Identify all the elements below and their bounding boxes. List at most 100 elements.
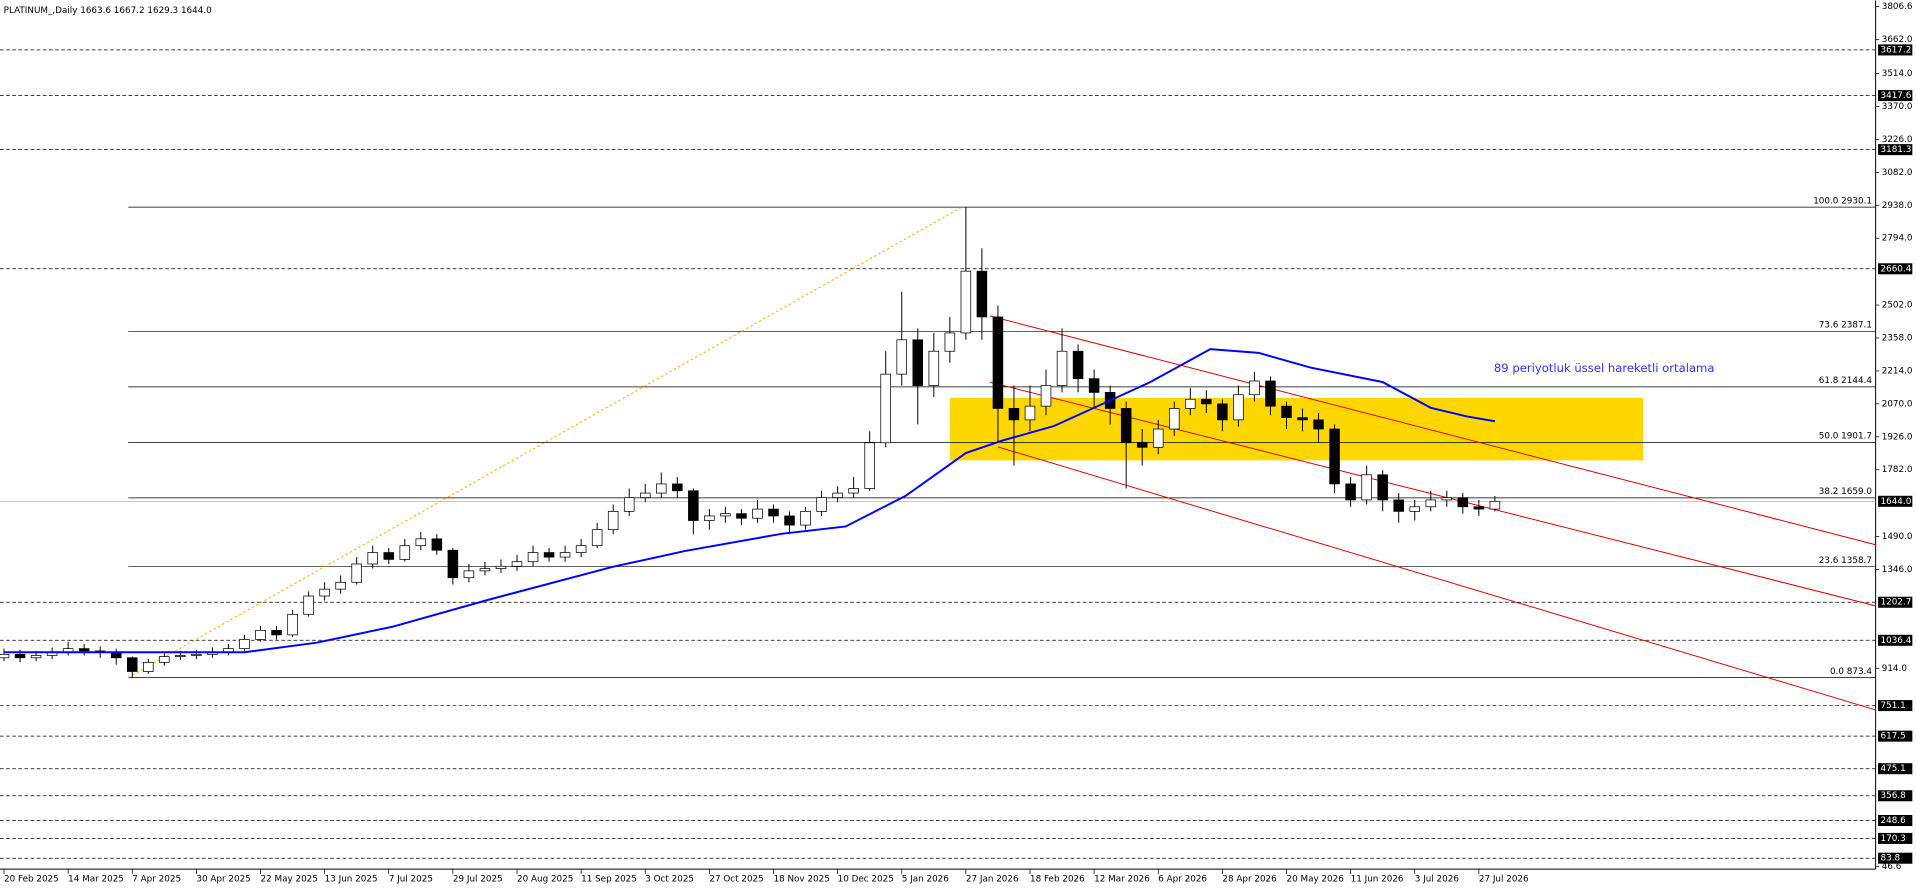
level-label: 2660.4 bbox=[1881, 264, 1912, 274]
level-label-box bbox=[1878, 832, 1913, 844]
candle-body bbox=[351, 563, 362, 583]
candle-body bbox=[511, 561, 523, 567]
candle-body bbox=[319, 588, 330, 597]
candle-body bbox=[335, 581, 346, 590]
level-label: 3181.3 bbox=[1881, 145, 1912, 155]
candle-body bbox=[463, 570, 475, 579]
level-label-box bbox=[1878, 596, 1913, 608]
fib-label: 38.2 1659.0 bbox=[1819, 487, 1873, 497]
y-tick-label: 2502.0 bbox=[1882, 301, 1913, 311]
candle-body bbox=[543, 552, 555, 558]
annotation: 89 periyotluk üssel hareketli ortalama bbox=[1494, 361, 1715, 375]
y-tick-label: 914.0 bbox=[1882, 664, 1908, 674]
candle-body bbox=[1249, 380, 1260, 396]
candle-body bbox=[928, 350, 940, 386]
candle-body bbox=[126, 657, 138, 672]
candle-body bbox=[191, 653, 202, 656]
candle-body bbox=[848, 488, 859, 494]
candle-body bbox=[1169, 408, 1180, 430]
candle-body bbox=[1361, 474, 1372, 501]
candle-body bbox=[399, 545, 411, 560]
y-tick-label: 2794.0 bbox=[1882, 234, 1913, 244]
candle-body bbox=[639, 492, 651, 499]
y-tick-label: 3806.6 bbox=[1882, 2, 1913, 12]
candle-body bbox=[944, 332, 956, 352]
level-label: 356.8 bbox=[1881, 791, 1906, 801]
candle-body bbox=[960, 270, 972, 334]
y-tick-label: 1926.0 bbox=[1882, 432, 1913, 442]
candle-body bbox=[704, 515, 715, 521]
x-tick-label: 20 Feb 2025 bbox=[4, 874, 59, 884]
x-tick-label: 27 Jul 2026 bbox=[1479, 874, 1529, 884]
x-tick-label: 20 May 2026 bbox=[1286, 874, 1344, 884]
current-price-box bbox=[1878, 495, 1913, 507]
x-tick-label: 6 Apr 2026 bbox=[1158, 874, 1207, 884]
x-tick-label: 14 Mar 2025 bbox=[68, 874, 124, 884]
level-label-box bbox=[1878, 144, 1913, 156]
level-label-box bbox=[1878, 263, 1913, 275]
candle-body bbox=[447, 549, 459, 579]
x-tick-label: 3 Oct 2025 bbox=[645, 874, 694, 884]
level-label: 170.3 bbox=[1881, 834, 1906, 844]
candle-body bbox=[912, 339, 924, 386]
candle-body bbox=[736, 513, 747, 519]
x-tick-label: 18 Nov 2025 bbox=[773, 874, 829, 884]
candle-body bbox=[78, 648, 90, 652]
level-label: 248.6 bbox=[1881, 816, 1907, 826]
candle-body bbox=[1265, 380, 1276, 407]
candle-body bbox=[768, 508, 779, 517]
candle-body bbox=[271, 629, 282, 636]
level-label-box bbox=[1878, 700, 1913, 712]
candle-body bbox=[431, 538, 443, 551]
level-label: 617.5 bbox=[1881, 732, 1906, 742]
candle-body bbox=[656, 483, 667, 494]
candle-body bbox=[1473, 506, 1485, 510]
candle-body bbox=[1329, 428, 1340, 485]
y-tick-label: 3370.0 bbox=[1882, 102, 1913, 112]
y-tick-label: 2938.0 bbox=[1882, 201, 1913, 211]
channel-line bbox=[989, 381, 1876, 607]
level-label-box bbox=[1878, 90, 1913, 102]
ema-line bbox=[4, 348, 1496, 654]
candle-body bbox=[1185, 398, 1196, 409]
candle-body bbox=[752, 508, 763, 519]
y-tick-label: 3082.0 bbox=[1882, 168, 1913, 178]
channel-line bbox=[989, 315, 1876, 546]
candle-body bbox=[1441, 497, 1453, 501]
candle-body bbox=[479, 568, 491, 572]
y-tick-label: 3226.0 bbox=[1882, 135, 1913, 145]
x-tick-label: 3 Jul 2026 bbox=[1415, 874, 1460, 884]
candle-body bbox=[1377, 474, 1388, 501]
candle-body bbox=[255, 629, 266, 640]
candle-body bbox=[575, 545, 587, 553]
candle-body bbox=[495, 565, 507, 569]
candle-body bbox=[1056, 350, 1068, 386]
y-tick-label: 2358.0 bbox=[1882, 333, 1913, 343]
level-label-box bbox=[1878, 44, 1913, 56]
level-label: 1202.7 bbox=[1881, 598, 1912, 608]
candle-body bbox=[1040, 385, 1052, 407]
x-tick-label: 27 Oct 2025 bbox=[709, 874, 763, 884]
candle-body bbox=[30, 655, 42, 659]
candle-body bbox=[976, 270, 988, 318]
y-tick-label: 3514.0 bbox=[1882, 69, 1913, 79]
y-tick-label: 2214.0 bbox=[1882, 366, 1913, 376]
candle-body bbox=[1393, 499, 1404, 512]
candle-body bbox=[720, 513, 731, 517]
x-tick-label: 11 Jun 2026 bbox=[1351, 874, 1404, 884]
level-label-box bbox=[1878, 730, 1913, 742]
y-tick-label: 2070.0 bbox=[1882, 399, 1913, 409]
level-label: 83.8 bbox=[1881, 854, 1901, 864]
candle-body bbox=[1281, 405, 1292, 418]
fib-label: 0.0 873.4 bbox=[1830, 667, 1872, 677]
level-label: 3617.2 bbox=[1881, 45, 1912, 55]
candle-body bbox=[1313, 419, 1324, 430]
channel-line bbox=[997, 446, 1876, 711]
level-label: 3417.6 bbox=[1881, 91, 1912, 101]
candle-body bbox=[1008, 408, 1020, 421]
candle-body bbox=[303, 595, 314, 615]
candle-body bbox=[1136, 442, 1148, 448]
candle-body bbox=[1297, 417, 1308, 421]
